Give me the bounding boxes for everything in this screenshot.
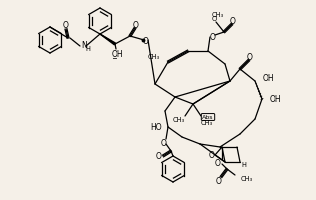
Text: H: H — [86, 46, 90, 52]
Text: O: O — [161, 139, 167, 148]
Text: CH₃: CH₃ — [212, 12, 224, 18]
Text: OH: OH — [270, 95, 282, 104]
Text: O: O — [209, 151, 215, 160]
Text: O: O — [230, 16, 236, 25]
Text: CH₃: CH₃ — [173, 116, 185, 122]
Text: O: O — [156, 152, 162, 161]
Text: O: O — [143, 36, 149, 45]
Text: HO: HO — [150, 123, 162, 132]
Text: O: O — [210, 32, 216, 41]
Text: O: O — [215, 159, 221, 168]
Text: O: O — [133, 20, 139, 29]
Text: O: O — [216, 177, 222, 186]
Text: OH: OH — [263, 74, 275, 83]
Text: O: O — [63, 21, 69, 30]
Text: CH₃: CH₃ — [201, 119, 213, 125]
Text: H: H — [241, 161, 246, 167]
Polygon shape — [100, 35, 116, 46]
Text: CH₃: CH₃ — [148, 54, 160, 60]
Text: Abs: Abs — [202, 115, 214, 120]
Text: O: O — [247, 52, 253, 61]
Text: CH₃: CH₃ — [241, 175, 253, 181]
Text: O: O — [211, 16, 217, 22]
Text: N: N — [81, 41, 87, 50]
Text: O̲H: O̲H — [111, 49, 123, 58]
